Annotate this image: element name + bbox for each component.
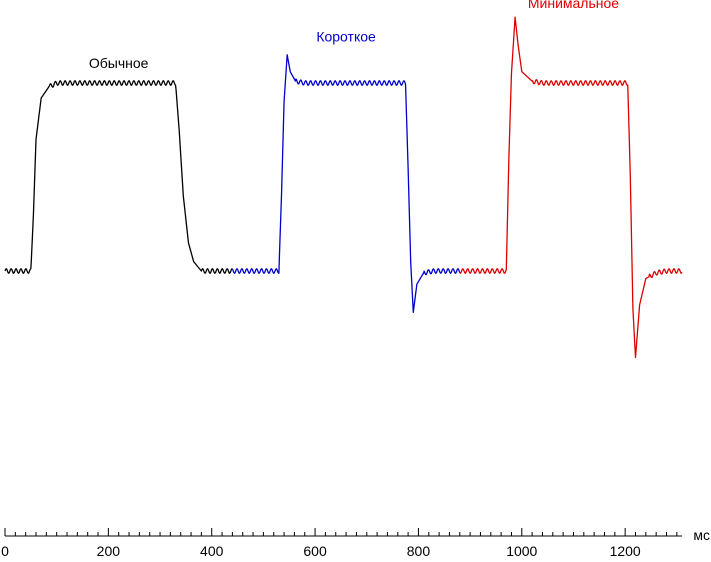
x-tick-label: 1200: [610, 543, 641, 559]
x-tick-label: 1000: [506, 543, 537, 559]
series-label-1: Обычное: [89, 55, 149, 71]
series-label-3: Минимальное: [528, 0, 619, 11]
x-tick-label: 0: [1, 543, 9, 559]
x-axis-unit-label: мс: [693, 527, 710, 543]
x-axis: 0 200 400 600 800 1000 1200 мс: [1, 527, 710, 559]
annotation-layer: Обычное Короткое Минимальное: [89, 0, 619, 71]
x-tick-label: 800: [407, 543, 431, 559]
x-tick-label: 600: [303, 543, 327, 559]
series-label-2: Короткое: [316, 29, 376, 45]
series-line-1: [4, 80, 233, 274]
series-line-2: [231, 54, 461, 314]
x-ticks: 0 200 400 600 800 1000 1200: [1, 528, 678, 559]
series-layer: [4, 16, 683, 359]
x-tick-label: 200: [97, 543, 121, 559]
x-tick-label: 400: [200, 543, 224, 559]
series-line-3: [459, 16, 683, 359]
